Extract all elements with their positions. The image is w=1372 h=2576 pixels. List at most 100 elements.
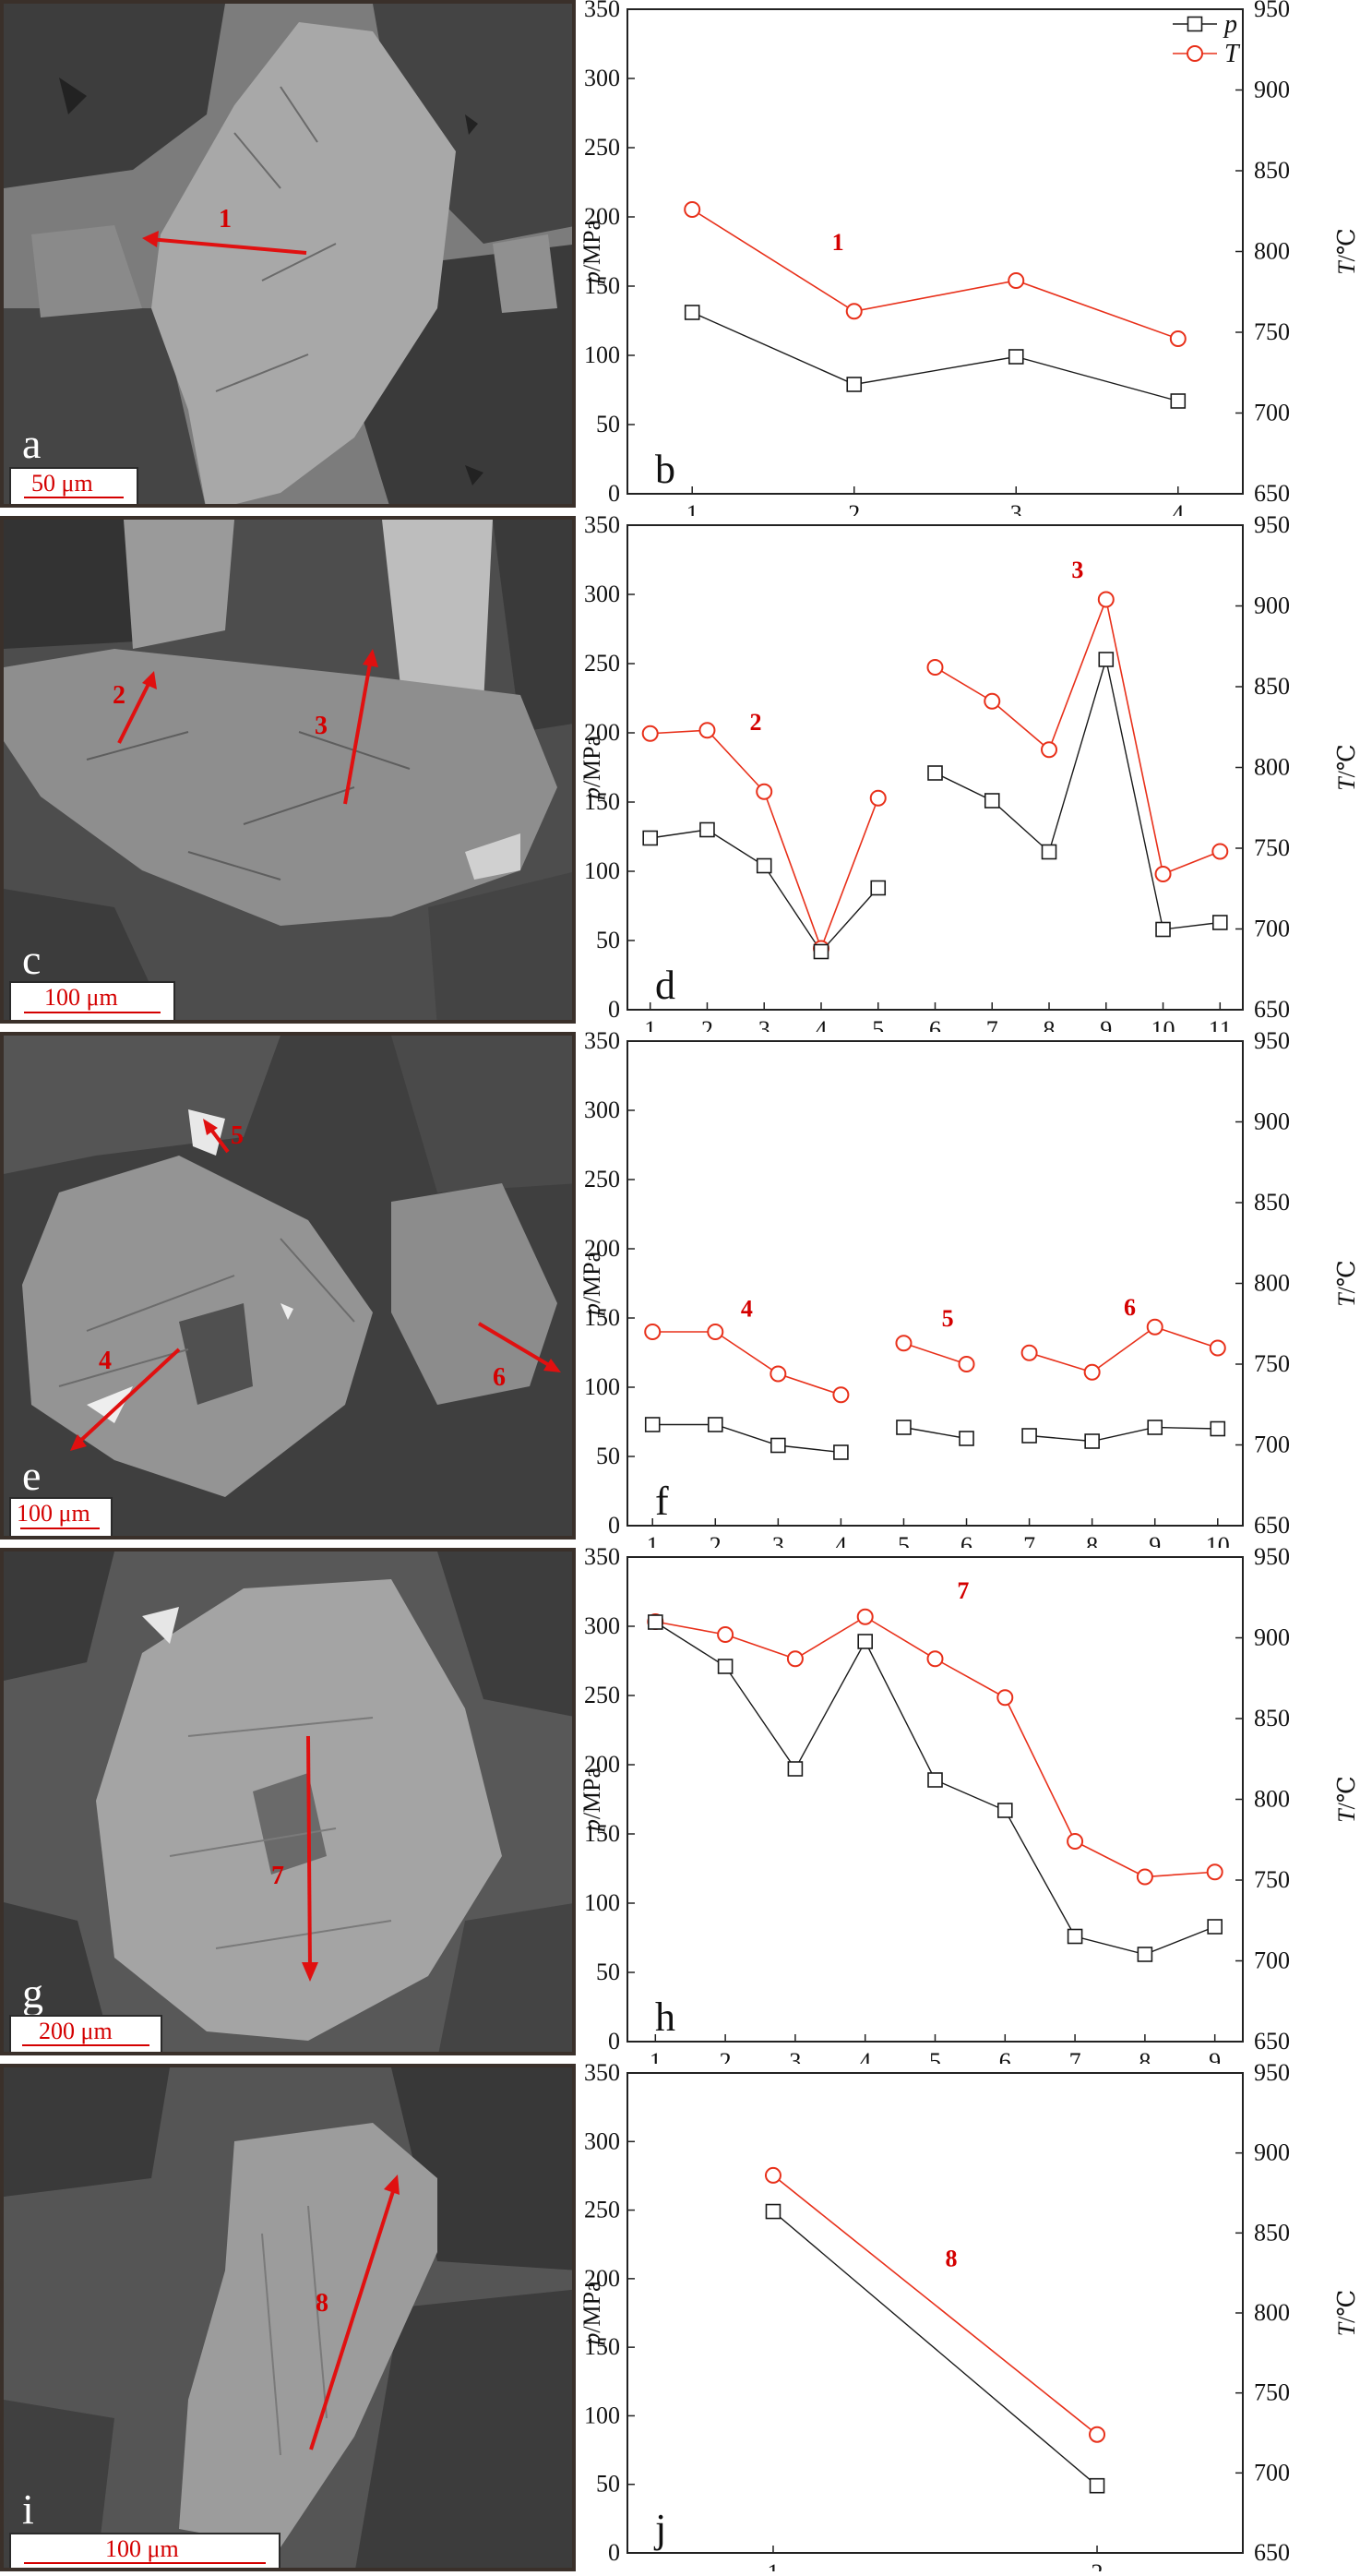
point-T (926, 1650, 944, 1668)
point-p (642, 830, 659, 846)
y-tick-label: 50 (596, 2471, 620, 2498)
point-p (1089, 2477, 1105, 2494)
point-T (1209, 1339, 1226, 1357)
image-i-texture (4, 2067, 572, 2568)
bse-image-i: 8 i 100 μm (0, 2064, 576, 2571)
y-tick-label: 200 (584, 719, 620, 746)
point-p (1170, 393, 1187, 409)
point-T (1083, 1363, 1101, 1381)
y-tick-label: 200 (584, 1751, 620, 1778)
series-line-T (1029, 1325, 1219, 1373)
y-tick-label: 350 (584, 516, 620, 538)
point-T (869, 789, 887, 807)
point-p (707, 1417, 723, 1432)
point-T (684, 201, 701, 218)
x-tick-label: 5 (929, 2048, 941, 2064)
point-T (1041, 741, 1058, 759)
scale-bar-label: 100 μm (17, 1500, 90, 1527)
point-T (1067, 1833, 1084, 1850)
y-tick-label: 0 (608, 2539, 620, 2566)
y2-tick-label: 750 (1254, 2379, 1290, 2406)
point-T (1008, 272, 1025, 289)
x-tick-label: 2 (720, 2048, 732, 2064)
profile-group-label: 7 (957, 1577, 969, 1604)
x-tick-label: 7 (986, 1016, 998, 1032)
y2-tick-label: 800 (1254, 2299, 1290, 2326)
x-tick-label: 4 (1172, 500, 1184, 516)
y2-tick-label: 950 (1254, 2064, 1290, 2086)
y2-tick-label: 850 (1254, 157, 1290, 184)
scale-bar: 100 μm (9, 1497, 113, 1536)
point-p (1098, 652, 1115, 667)
y2-axis-label: T/℃ (1333, 744, 1360, 791)
y2-tick-label: 950 (1254, 0, 1290, 22)
y-tick-label: 300 (584, 2127, 620, 2154)
x-tick-label: 1 (650, 2048, 662, 2064)
point-p (699, 821, 715, 838)
y-tick-label: 300 (584, 65, 620, 91)
y2-tick-label: 650 (1254, 996, 1290, 1023)
point-T (717, 1626, 734, 1643)
y2-tick-label: 700 (1254, 2459, 1290, 2486)
y2-tick-label: 700 (1254, 1432, 1290, 1458)
point-T (895, 1335, 913, 1352)
point-p (896, 1420, 912, 1435)
y2-axis-label: T/℃ (1333, 1776, 1360, 1823)
y2-tick-label: 850 (1254, 2219, 1290, 2246)
y-tick-label: 150 (584, 788, 620, 815)
y-tick-label: 150 (584, 2333, 620, 2360)
point-p (1021, 1428, 1037, 1444)
x-tick-label: 2 (710, 1532, 722, 1548)
point-p (1210, 1420, 1226, 1437)
panel-letter: i (22, 2486, 34, 2533)
y-axis-label: p/MPa (581, 2281, 605, 2347)
chart-h: 0 50 100 150 200 250 300 350 650 700 750 800 850 900 9… (579, 1543, 1372, 2075)
scale-bar-label: 100 μm (44, 984, 118, 1011)
point-T (641, 725, 659, 742)
x-tick-label: 10 (1151, 1016, 1175, 1032)
scale-bar-line (24, 1012, 161, 1013)
x-tick-label: 3 (758, 1016, 770, 1032)
series-line-p (903, 1426, 967, 1440)
point-p (1084, 1433, 1100, 1449)
y-tick-label: 250 (584, 1166, 620, 1192)
point-p (1211, 915, 1228, 930)
profile-label: 8 (316, 2289, 328, 2318)
point-T (845, 303, 863, 320)
y-tick-label: 100 (584, 341, 620, 368)
profile-label: 2 (113, 681, 125, 710)
point-p (857, 1634, 874, 1649)
profile-label: 4 (99, 1347, 112, 1375)
point-p (717, 1659, 734, 1674)
point-p (684, 305, 700, 320)
y-tick-label: 200 (584, 1235, 620, 1262)
bse-image-e: 5 4 6 e 100 μm (0, 1032, 576, 1540)
profile-group-label: 8 (946, 2246, 958, 2272)
point-p (1155, 921, 1171, 938)
y2-tick-label: 850 (1254, 673, 1290, 700)
y2-axis-label: T/℃ (1333, 1260, 1360, 1307)
y-tick-label: 300 (584, 1612, 620, 1639)
panel-letter: a (22, 420, 42, 467)
scale-bar-line (22, 2044, 149, 2046)
point-T (856, 1608, 874, 1625)
y2-tick-label: 650 (1254, 480, 1290, 507)
bse-image-c: 2 3 c 100 μm (0, 516, 576, 1024)
chart-d-svg: 0 50 100 150 200 250 300 350 650 700 750 800 850 900 9… (579, 511, 1360, 1043)
x-tick-label: 3 (1010, 500, 1022, 516)
profile-label: 1 (219, 205, 232, 234)
y-tick-label: 250 (584, 2197, 620, 2223)
y2-tick-label: 750 (1254, 1350, 1290, 1377)
y-tick-label: 200 (584, 2265, 620, 2292)
crystal-grain (391, 1183, 557, 1405)
y2-axis-label: T/℃ (1333, 228, 1360, 275)
point-p (1067, 1928, 1083, 1945)
y2-tick-label: 650 (1254, 1512, 1290, 1539)
y-tick-label: 350 (584, 2064, 620, 2086)
y-tick-label: 0 (608, 1512, 620, 1539)
profile-group-label: 6 (1124, 1294, 1136, 1321)
y-tick-label: 250 (584, 1682, 620, 1708)
panel-letter: h (655, 1995, 675, 2040)
scale-bar: 50 μm (9, 467, 138, 504)
y2-tick-label: 950 (1254, 1032, 1290, 1054)
